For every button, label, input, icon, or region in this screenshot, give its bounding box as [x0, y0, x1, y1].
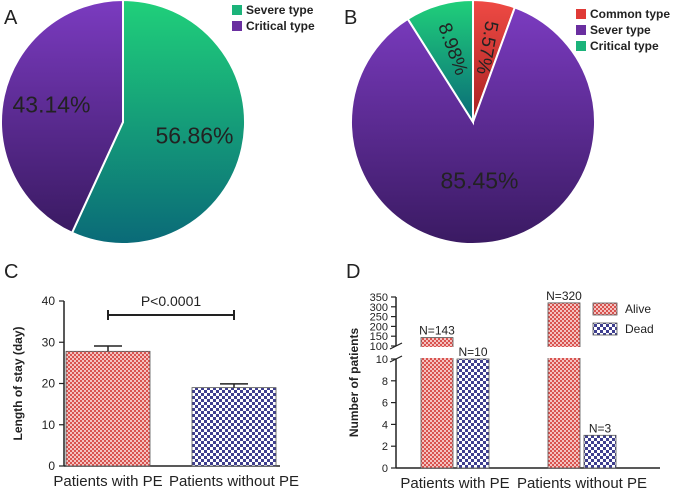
y-tick-label-40: 40	[42, 294, 56, 308]
legend-label-common-type: Common type	[590, 7, 670, 21]
pie-chart-b: 5.57%85.45%8.98%	[350, 0, 596, 245]
bar-break-gap-alive-patients-without-pe	[546, 347, 582, 358]
y-tick-label-0: 0	[48, 459, 55, 473]
x-tick-label-patients-with-pe: Patients with PE	[53, 473, 162, 490]
legend-label-sever-type: Sever type	[590, 23, 651, 37]
bar-break-gap-alive-patients-with-pe	[419, 347, 455, 358]
legend-swatch-severe-type	[232, 5, 242, 15]
y-tick-label-6: 6	[382, 398, 388, 410]
legend-label-dead: Dead	[625, 322, 654, 336]
y-tick-label-100: 100	[370, 341, 388, 353]
y-tick-label-30: 30	[42, 335, 56, 349]
bar-label-alive-patients-without-pe: N=320	[546, 289, 582, 303]
bar-alive-patients-without-pe	[547, 302, 581, 469]
bar-alive-patients-with-pe	[420, 337, 454, 469]
pie-chart-a: 56.86% 43.14%	[0, 0, 246, 245]
panel-label-a: A	[4, 7, 18, 29]
y-tick-label-10: 10	[42, 418, 56, 432]
bar-dead-patients-with-pe	[456, 358, 490, 469]
y-axis-label: Length of stay (day)	[11, 326, 25, 440]
y-tick-label-8: 8	[382, 376, 388, 388]
legend-swatch-critical-type	[576, 41, 586, 51]
legend-label-alive: Alive	[625, 302, 651, 316]
significance-annotation: P<0.0001	[141, 293, 202, 309]
legend-swatch-common-type	[576, 9, 586, 19]
bar-label-dead-patients-with-pe: N=10	[458, 345, 487, 359]
x-tick-label-patients-without-pe: Patients without PE	[169, 473, 299, 490]
legend-label-severe-type: Severe type	[246, 3, 314, 17]
pie-slice-critical-type	[406, 0, 474, 126]
legend-label-critical-type: Critical type	[590, 39, 659, 53]
x-tick-label-patients-without-pe: Patients without PE	[517, 475, 647, 492]
bar-patients-without-pe	[191, 387, 277, 467]
slice-label-sever-type: 85.45%	[441, 168, 519, 194]
panel-label-d: D	[346, 261, 360, 283]
y-tick-label-4: 4	[382, 419, 388, 431]
pie-slice-sever-type	[350, 6, 596, 245]
legend-a: Severe type Critical type	[232, 3, 315, 33]
y-tick-label-2: 2	[382, 441, 388, 453]
y-tick-label-10: 10	[376, 354, 388, 366]
bar-patients-with-pe	[65, 350, 151, 467]
bar-chart-c: 0 10 20 30 40 Length of stay (day) Patients wi…	[11, 293, 299, 490]
pie-slice-critical-type	[0, 0, 124, 235]
pie-slice-severe-type	[70, 0, 246, 245]
slice-label-severe-type: 56.86%	[155, 123, 233, 149]
panel-label-b: B	[344, 7, 357, 29]
bar-dead-patients-without-pe	[583, 434, 617, 469]
y-tick-label-0: 0	[382, 463, 388, 475]
x-tick-label-patients-with-pe: Patients with PE	[400, 475, 509, 492]
y-tick-label-150: 150	[370, 331, 388, 343]
legend-swatch-dead	[592, 322, 618, 336]
y-tick-label-200: 200	[370, 321, 388, 333]
bar-label-dead-patients-without-pe: N=3	[589, 421, 612, 435]
panel-label-c: C	[4, 261, 18, 283]
y-tick-label-350: 350	[370, 292, 388, 304]
slice-label-critical-type: 43.14%	[12, 91, 90, 117]
legend-b: Common type Sever type Critical type	[576, 7, 670, 53]
legend-swatch-critical-type	[232, 21, 242, 31]
y-axis-label: Number of patients	[347, 328, 361, 438]
legend-swatch-sever-type	[576, 25, 586, 35]
y-tick-label-250: 250	[370, 312, 388, 324]
legend-label-critical-type: Critical type	[246, 19, 315, 33]
bar-label-alive-patients-with-pe: N=143	[419, 324, 455, 338]
y-tick-label-300: 300	[370, 302, 388, 314]
y-tick-label-20: 20	[42, 377, 56, 391]
legend-swatch-alive	[592, 302, 618, 316]
